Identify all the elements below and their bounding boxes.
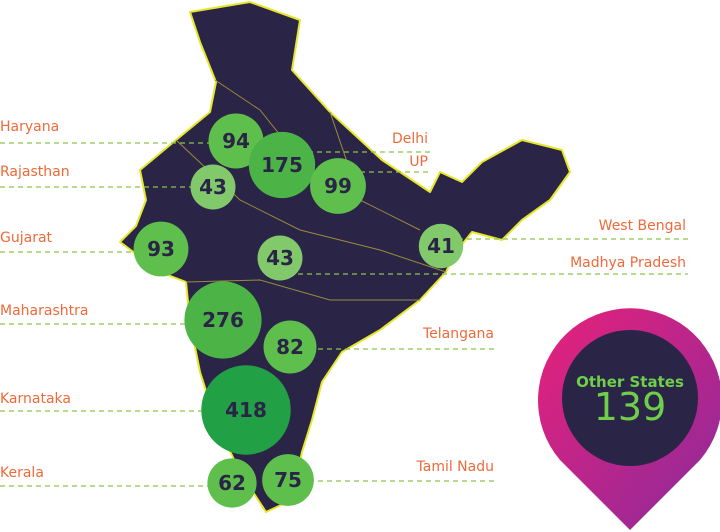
other-value: 139 — [594, 385, 667, 429]
state-name: West Bengal — [599, 218, 686, 234]
other-label: Other States — [576, 373, 684, 391]
state-bubble — [133, 221, 189, 277]
state-name: UP — [409, 154, 428, 170]
state-name: Tamil Nadu — [416, 459, 495, 475]
state-bubble — [263, 320, 317, 374]
state-value: 82 — [276, 335, 304, 359]
state-name: Haryana — [0, 119, 59, 135]
state-value: 418 — [225, 398, 267, 422]
state-name: Karnataka — [0, 391, 71, 407]
state-bubble — [184, 281, 262, 359]
state-value: 93 — [147, 237, 175, 261]
state-value: 62 — [218, 471, 246, 495]
state-value: 99 — [324, 174, 352, 198]
state-name: Telangana — [422, 326, 494, 342]
state-bubble — [310, 158, 366, 214]
state-value: 43 — [266, 246, 294, 270]
state-value: 175 — [261, 153, 303, 177]
state-bubble — [207, 458, 257, 508]
state-value: 43 — [199, 175, 227, 199]
state-bubble — [190, 164, 236, 210]
state-name: Delhi — [392, 131, 428, 147]
state-name: Maharashtra — [0, 303, 88, 319]
state-bubble — [201, 365, 291, 455]
state-markers: Haryana 94 Delhi 175 UP 99 Rajasthan 43 Gujarat 9… — [0, 113, 688, 508]
state-bubble — [248, 131, 316, 199]
state-value: 41 — [427, 234, 455, 258]
state-bubble — [262, 454, 314, 506]
state-name: Kerala — [0, 465, 44, 481]
state-name: Rajasthan — [0, 164, 70, 180]
other-states-pin: Other States 139 — [538, 308, 720, 530]
state-name: Gujarat — [0, 230, 53, 246]
state-bubble — [257, 235, 303, 281]
state-value: 75 — [274, 468, 302, 492]
state-name: Madhya Pradesh — [570, 255, 686, 271]
india-map — [119, 1, 571, 513]
state-value: 94 — [222, 129, 250, 153]
state-bubble — [208, 113, 264, 169]
state-value: 276 — [202, 308, 244, 332]
state-bubble — [418, 223, 464, 269]
